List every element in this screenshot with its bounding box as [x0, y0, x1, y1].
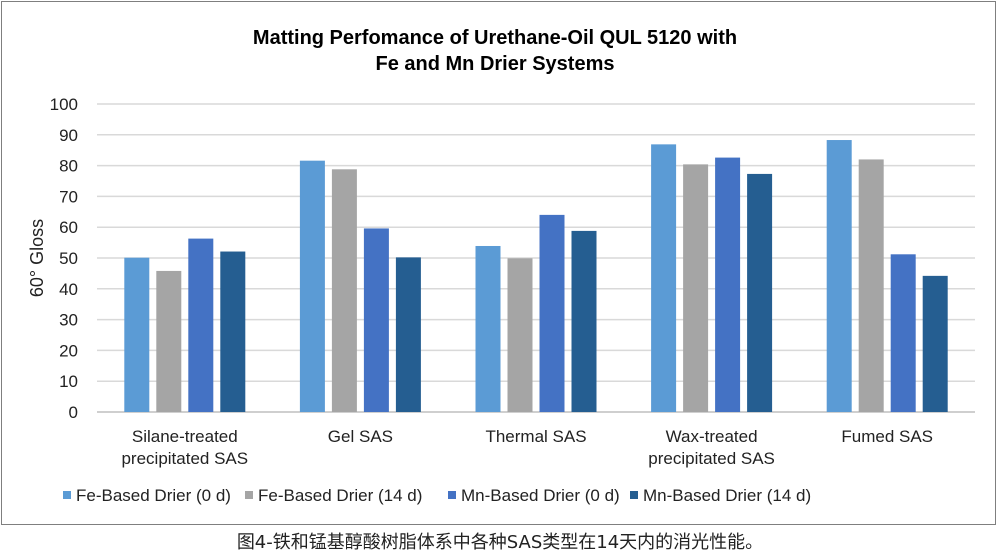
x-tick-label: Fumed SAS — [841, 427, 933, 446]
bar — [715, 157, 741, 412]
legend-swatch — [448, 491, 456, 499]
bar — [890, 254, 916, 412]
y-tick-label: 50 — [59, 249, 78, 268]
bar — [220, 251, 246, 412]
x-tick-label: precipitated SAS — [121, 449, 248, 468]
legend-swatch — [63, 491, 71, 499]
y-tick-label: 100 — [50, 95, 78, 114]
y-tick-label: 0 — [69, 403, 78, 422]
bar — [571, 230, 597, 412]
x-tick-label: Gel SAS — [328, 427, 393, 446]
bar — [683, 164, 709, 412]
bar — [475, 245, 501, 412]
y-tick-label: 80 — [59, 157, 78, 176]
bar — [124, 257, 150, 412]
bar — [539, 214, 565, 412]
y-tick-label: 60 — [59, 218, 78, 237]
x-tick-label: Silane-treated — [132, 427, 238, 446]
x-tick-label: precipitated SAS — [648, 449, 775, 468]
bar — [858, 159, 884, 412]
legend-swatch — [245, 491, 253, 499]
y-tick-label: 90 — [59, 126, 78, 145]
bar — [299, 160, 325, 412]
y-tick-label: 10 — [59, 372, 78, 391]
y-axis-label: 60° Gloss — [27, 219, 47, 297]
x-tick-label: Wax-treated — [666, 427, 758, 446]
legend-label: Mn-Based Drier (14 d) — [643, 486, 811, 505]
chart-frame — [1, 1, 996, 525]
legend-label: Fe-Based Drier (14 d) — [258, 486, 422, 505]
bar — [156, 270, 182, 412]
y-tick-label: 20 — [59, 341, 78, 360]
bar — [747, 173, 773, 412]
bar — [363, 228, 389, 412]
legend-label: Fe-Based Drier (0 d) — [76, 486, 231, 505]
bar — [507, 258, 533, 412]
y-tick-label: 30 — [59, 311, 78, 330]
legend-swatch — [630, 491, 638, 499]
y-tick-label: 70 — [59, 187, 78, 206]
chart-title: Matting Perfomance of Urethane-Oil QUL 5… — [253, 27, 737, 49]
bar — [395, 257, 421, 412]
bar — [188, 238, 214, 412]
x-tick-label: Thermal SAS — [485, 427, 586, 446]
chart-title: Fe and Mn Drier Systems — [376, 53, 615, 75]
bar — [826, 140, 852, 412]
bar — [922, 275, 948, 412]
figure-caption: 图4-铁和锰基醇酸树脂体系中各种SAS类型在14天内的消光性能。 — [236, 532, 764, 553]
y-tick-label: 40 — [59, 280, 78, 299]
legend-label: Mn-Based Drier (0 d) — [461, 486, 620, 505]
bar — [331, 169, 357, 412]
bar — [651, 144, 677, 412]
